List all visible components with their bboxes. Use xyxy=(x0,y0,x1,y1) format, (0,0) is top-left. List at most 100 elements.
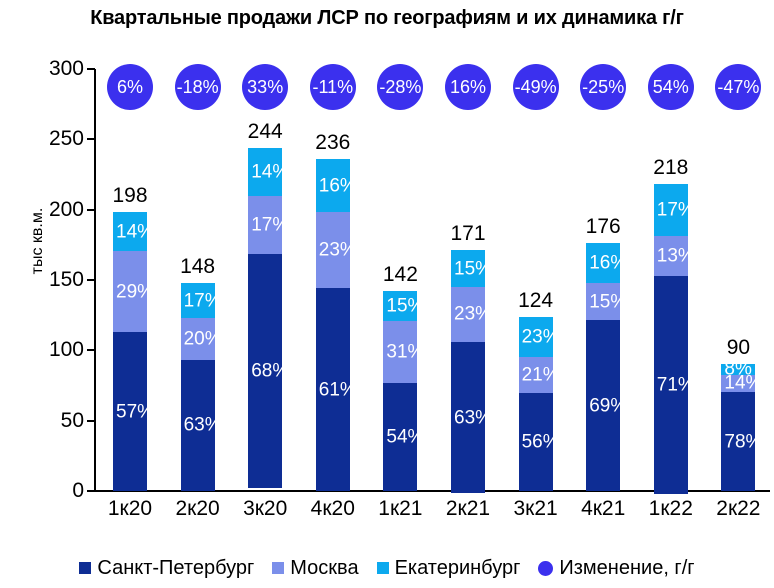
bar-segment-ekb[interactable]: 14% xyxy=(113,212,154,252)
change-badge[interactable]: 54% xyxy=(647,64,694,110)
bar-segment-spb[interactable]: 61% xyxy=(315,288,357,491)
bar-group[interactable]: 15% 23% 63% xyxy=(451,250,492,494)
bar-segment-spb[interactable]: 63% xyxy=(451,341,492,494)
stacked-bar[interactable]: 23% 21% 56% xyxy=(518,316,560,491)
stacked-bar[interactable]: 15% 31% 54% xyxy=(383,291,424,491)
change-badge-label: -18% xyxy=(176,77,219,97)
bar-segment-spb[interactable]: 56% xyxy=(518,393,560,491)
bar-segment-label: 23% xyxy=(454,303,493,325)
bar-segment-label: 14% xyxy=(251,161,290,183)
bar-segment-spb[interactable]: 57% xyxy=(113,332,154,491)
stacked-bar[interactable]: 17% 13% 71% xyxy=(653,184,695,495)
bar-segment-ekb[interactable]: 17% xyxy=(180,282,222,319)
stacked-bar[interactable]: 16% 23% 61% xyxy=(315,159,357,491)
bar-group[interactable]: 8% 14% 78% xyxy=(721,360,762,491)
stacked-bar[interactable]: 14% 17% 68% xyxy=(248,147,289,491)
legend-square-icon xyxy=(376,562,389,574)
y-axis-tick-labels: 300 250 200 150 100 50 0 xyxy=(22,0,84,588)
bar-segment-spb[interactable]: 54% xyxy=(383,383,424,491)
bar-group[interactable]: 17% 20% 63% xyxy=(180,282,222,491)
bar-group[interactable]: 16% 15% 69% xyxy=(586,243,627,491)
bar-segment-ekb[interactable]: 16% xyxy=(586,243,627,284)
stacked-bar[interactable]: 14% 29% 57% xyxy=(113,212,154,491)
stacked-bar[interactable]: 16% 15% 69% xyxy=(586,243,627,491)
legend-label: Екатеринбург xyxy=(394,556,521,579)
bar-segment-ekb[interactable]: 15% xyxy=(451,250,492,287)
bar-group[interactable]: 17% 13% 71% xyxy=(653,184,695,495)
chart-legend: Санкт-Петербург Москва Екатеринбург Изменен… xyxy=(0,551,774,585)
change-badge[interactable]: 16% xyxy=(445,64,491,110)
bar-segment-label: 61% xyxy=(318,379,357,401)
legend-item[interactable]: Екатеринбург xyxy=(376,556,521,580)
bar-segment-label: 8% xyxy=(724,358,752,380)
bar-segment-spb[interactable]: 71% xyxy=(653,276,695,495)
stacked-bar[interactable]: 17% 20% 63% xyxy=(180,282,222,491)
bar-segment-label: 14% xyxy=(116,221,155,243)
change-badge-label: 54% xyxy=(652,77,689,97)
change-badge[interactable]: -11% xyxy=(309,64,356,110)
legend-item[interactable]: Изменение, г/г xyxy=(538,556,695,580)
bar-segment-msk[interactable]: 21% xyxy=(518,356,560,394)
y-axis-tick-mark xyxy=(87,490,95,492)
bar-total-label: 218 xyxy=(653,156,689,180)
bar-segment-ekb[interactable]: 17% xyxy=(653,184,695,237)
change-badge[interactable]: -47% xyxy=(715,64,762,110)
x-axis-label: 4к20 xyxy=(310,497,355,520)
bar-segment-msk[interactable]: 14% xyxy=(721,374,762,393)
bar-segment-label: 21% xyxy=(521,364,560,386)
bar-segment-label: 31% xyxy=(386,341,425,363)
bar-segment-msk[interactable]: 23% xyxy=(451,286,492,342)
bar-segment-spb[interactable]: 68% xyxy=(248,254,289,488)
change-badge[interactable]: -25% xyxy=(580,64,627,110)
y-axis-tick-label: 250 xyxy=(48,127,84,151)
bar-segment-msk[interactable]: 31% xyxy=(383,321,424,384)
bar-total-label: 198 xyxy=(112,184,148,208)
change-badge[interactable]: -18% xyxy=(174,64,221,110)
y-axis-tick-mark xyxy=(87,279,95,281)
bar-segment-msk[interactable]: 29% xyxy=(113,251,154,333)
plot-area: 14% 29% 57% 17% 20% 63% 14% 17% 68% 16% 23% 61% 15% 3… xyxy=(96,69,772,495)
bar-segment-label: 13% xyxy=(656,245,695,267)
bar-segment-msk[interactable]: 13% xyxy=(653,236,695,277)
bar-segment-ekb[interactable]: 8% xyxy=(721,360,756,379)
chart-title: Квартальные продажи ЛСР по географиям и … xyxy=(90,7,684,29)
x-axis-label: 1к22 xyxy=(648,497,693,520)
bar-segment-msk[interactable]: 17% xyxy=(248,195,289,255)
legend-label: Изменение, г/г xyxy=(559,556,695,579)
y-axis-tick-label: 0 xyxy=(72,479,84,502)
y-axis-line xyxy=(94,69,96,492)
legend-item[interactable]: Санкт-Петербург xyxy=(79,557,254,580)
bar-segment-label: 16% xyxy=(318,175,357,197)
y-axis-tick-mark xyxy=(87,349,95,352)
bar-segment-msk[interactable]: 23% xyxy=(315,212,357,289)
bar-segment-spb[interactable]: 63% xyxy=(180,359,222,491)
change-badge[interactable]: 33% xyxy=(242,64,289,110)
legend-item[interactable]: Москва xyxy=(272,557,359,580)
bar-segment-msk[interactable]: 15% xyxy=(586,283,627,321)
x-axis-label: 4к21 xyxy=(581,497,626,520)
change-badge[interactable]: -28% xyxy=(377,64,424,110)
bar-segment-label: 29% xyxy=(116,281,155,303)
bar-segment-label: 16% xyxy=(589,252,628,274)
bar-segment-msk[interactable]: 20% xyxy=(180,318,222,360)
bar-group[interactable]: 14% 17% 68% xyxy=(248,147,289,491)
bar-group[interactable]: 16% 23% 61% xyxy=(315,159,357,491)
bar-group[interactable]: 23% 21% 56% xyxy=(518,316,560,491)
bar-group[interactable]: 14% 29% 57% xyxy=(113,212,154,491)
bar-segment-ekb[interactable]: 14% xyxy=(248,147,289,196)
bar-segment-ekb[interactable]: 23% xyxy=(518,316,560,357)
bar-segment-spb[interactable]: 78% xyxy=(721,392,762,491)
bar-group[interactable]: 15% 31% 54% xyxy=(383,291,424,491)
bar-segment-spb[interactable]: 69% xyxy=(586,320,627,491)
y-axis-tick-label: 300 xyxy=(48,57,84,80)
bar-segment-ekb[interactable]: 16% xyxy=(315,159,357,213)
stacked-bar[interactable]: 8% 14% 78% xyxy=(721,360,762,491)
bar-total-label: 176 xyxy=(585,215,621,239)
change-badge[interactable]: -49% xyxy=(512,64,559,110)
y-axis-tick-mark xyxy=(87,419,95,422)
x-axis-label: 2к20 xyxy=(175,497,220,520)
bar-segment-ekb[interactable]: 15% xyxy=(383,291,424,322)
stacked-bar[interactable]: 15% 23% 63% xyxy=(451,250,492,494)
change-badge[interactable]: 6% xyxy=(107,64,153,110)
bar-segment-label: 71% xyxy=(656,374,695,396)
